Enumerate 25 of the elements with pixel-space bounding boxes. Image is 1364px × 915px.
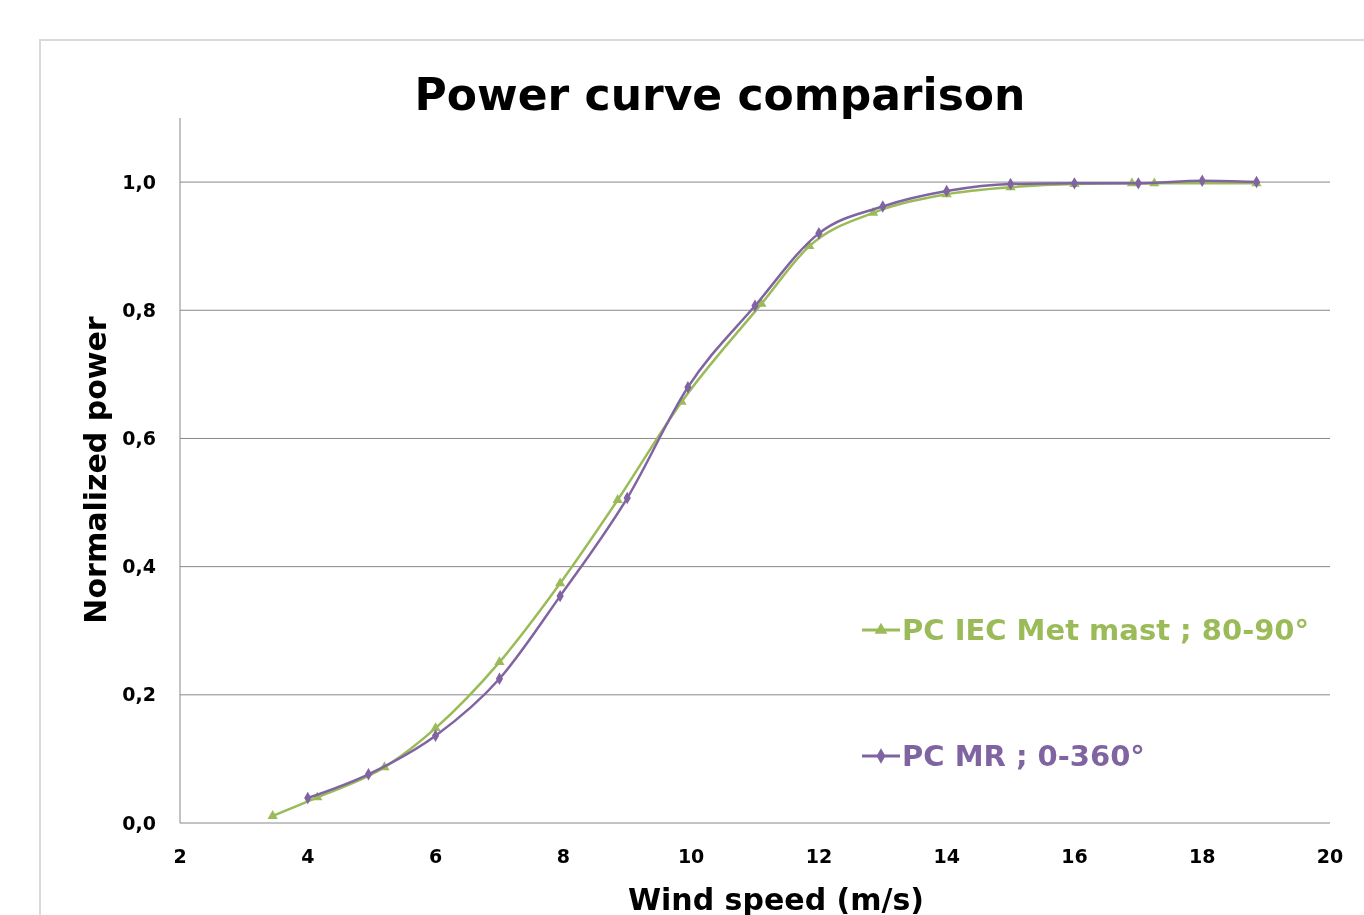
x-tick-label: 20 xyxy=(1316,845,1344,867)
x-tick-label: 2 xyxy=(173,845,187,867)
y-tick-label: 0,4 xyxy=(122,555,156,578)
point xyxy=(267,810,278,819)
y-tick-label: 1,0 xyxy=(122,170,156,193)
y-tick-label: 0,8 xyxy=(122,298,156,321)
x-tick-label: 6 xyxy=(428,845,443,867)
x-tick-label: 8 xyxy=(556,845,570,867)
chart-title: Power curve comparison xyxy=(414,69,1026,120)
point xyxy=(555,577,566,587)
legend-label: PC MR ; 0-360° xyxy=(902,739,1145,774)
point xyxy=(612,494,623,503)
y-axis-title: Normalized power xyxy=(78,316,113,624)
point xyxy=(430,722,441,732)
legend-label: PC IEC Met mast ; 80-90° xyxy=(902,613,1310,648)
y-tick-label: 0,0 xyxy=(122,811,156,834)
x-tick-label: 4 xyxy=(301,845,315,867)
x-tick-label: 14 xyxy=(933,845,960,867)
x-tick-label: 10 xyxy=(677,845,705,867)
y-tick-label: 0,6 xyxy=(122,427,156,450)
x-tick-label: 12 xyxy=(805,845,833,867)
x-tick-label: 18 xyxy=(1189,845,1216,867)
y-tick-label: 0,2 xyxy=(122,683,156,706)
x-tick-label: 16 xyxy=(1061,845,1088,867)
point xyxy=(494,656,505,666)
